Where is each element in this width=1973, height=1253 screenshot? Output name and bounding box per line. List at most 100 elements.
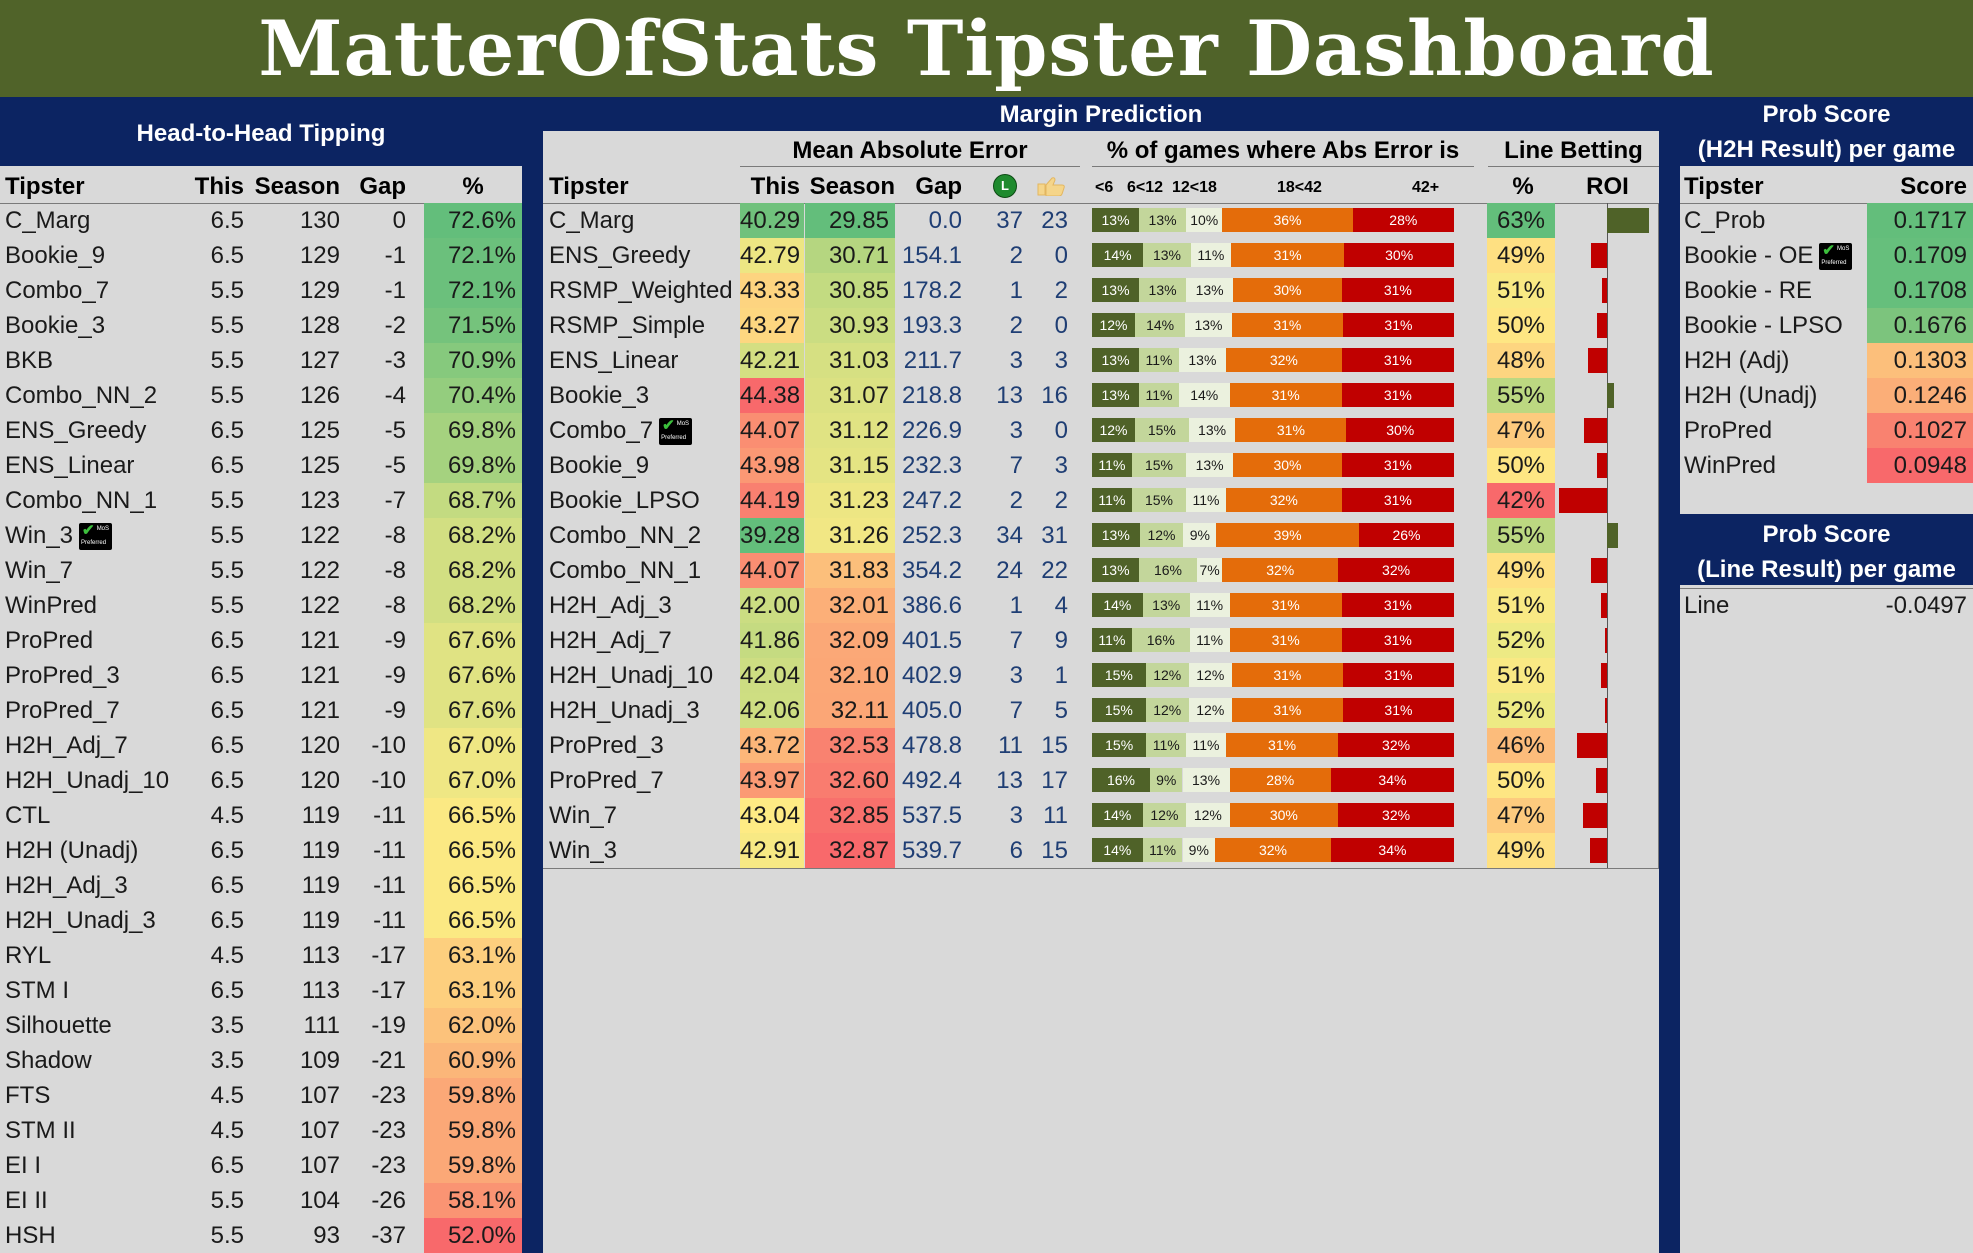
bucket-18-42-segment: 32% [1215,838,1331,862]
table-row: ProPred_7 6.5 121 -9 67.6% [0,693,522,728]
bucket-18-42-segment: 39% [1216,523,1359,547]
season-value: 120 [299,767,340,794]
pct-value: 67.6% [424,658,522,693]
tipster-name-text: Combo_7 [5,277,110,304]
first-count-value: 2 [1009,242,1023,269]
season-value: 107 [299,1117,340,1144]
table-row: RSMP_Simple 43.27 30.93 193.3 2 0 12% 14% 13% 31%… [543,308,1659,343]
tipster-name-text: H2H (Adj) [1684,347,1790,374]
line-pct-value: 51% [1487,658,1555,693]
bucket-6-12-segment: 15% [1131,488,1187,512]
table-row: Combo_7 ✔ MoS Preferred 44.07 31.12 226.9 3 0 12%… [543,413,1659,448]
abs-error-bar: 15% 12% 12% 31% 31% [1092,658,1454,693]
line-pct-value: 51% [1487,273,1555,308]
mae-group-underline [740,166,1080,167]
mae-gap-value: 354.2 [901,557,962,584]
mae-season-value: 32.53 [805,728,895,763]
h2h-header-gap: Gap [359,173,406,200]
gap-value: -5 [384,452,406,479]
table-row: Win_7 43.04 32.85 537.5 3 11 14% 12% 12% 30% 32% 47… [543,798,1659,833]
tipster-name: RSMP_Simple [549,308,739,343]
score-value: 0.1717 [1867,203,1973,238]
bucket-18-42-segment: 31% [1231,663,1343,687]
second-count-value: 0 [1054,417,1068,444]
second-count-value: 9 [1054,627,1068,654]
score-value: 0.1027 [1867,413,1973,448]
tipster-name: HSH [5,1218,175,1253]
tipster-name: BKB [5,343,175,378]
gap-value: -17 [371,977,406,1004]
gap-value: -11 [373,872,406,899]
bucket-42plus-segment: 30% [1346,418,1454,442]
tipster-name: Bookie - RE [1684,273,1864,308]
this-round-value: 4.5 [210,802,244,829]
table-row: HSH 5.5 93 -37 52.0% [0,1218,522,1253]
mae-this-value: 43.04 [740,798,804,833]
tipster-name: RYL [5,938,175,973]
tipster-name-text: ProPred_3 [549,732,664,759]
second-count-value: 3 [1054,347,1068,374]
mae-this-value: 43.33 [740,273,804,308]
table-row: Win_3 ✔ MoS Preferred 5.5 122 -8 68.2% [0,518,522,553]
abs-error-bar: 16% 9% 13% 28% 34% [1092,763,1454,798]
this-round-value: 5.5 [210,347,244,374]
tipster-name-text: ENS_Linear [5,452,135,479]
bucket-12-18-segment: 11% [1190,243,1231,267]
bucket-18-42-segment: 31% [1235,418,1347,442]
bucket-lt6-segment: 12% [1092,418,1135,442]
tipster-name: H2H (Unadj) [1684,378,1864,413]
tipster-name-text: Bookie_9 [549,452,650,479]
margin-header-gap: Gap [915,173,962,200]
mae-season-value: 31.26 [805,518,895,553]
second-count-value: 15 [1041,732,1068,759]
mae-season-value: 30.85 [805,273,895,308]
tipster-name-text: ProPred [1684,417,1773,444]
table-row: ENS_Greedy 6.5 125 -5 69.8% [0,413,522,448]
tipster-name-text: STM II [5,1117,76,1144]
bucket-42plus-segment: 31% [1341,453,1454,477]
first-count-value: 24 [996,557,1023,584]
tipster-name: ProPred_3 [5,658,175,693]
table-row: RSMP_Weighted 43.33 30.85 178.2 1 2 13% 13% 13% 3… [543,273,1659,308]
first-count-value: 3 [1009,662,1023,689]
abs-error-bar: 13% 11% 13% 32% 31% [1092,343,1454,378]
table-row: WinPred 5.5 122 -8 68.2% [0,588,522,623]
gap-value: -9 [384,697,406,724]
season-value: 122 [299,592,340,619]
this-round-value: 6.5 [210,767,244,794]
table-row: H2H_Unadj_10 6.5 120 -10 67.0% [0,763,522,798]
first-count-value: 7 [1009,452,1023,479]
pct-value: 59.8% [424,1148,522,1183]
table-row: ENS_Linear 6.5 125 -5 69.8% [0,448,522,483]
bucket-18-42-segment: 31% [1231,313,1343,337]
bucket-lt6-segment: 14% [1092,593,1143,617]
bucket-12-18-segment: 14% [1178,383,1230,407]
this-round-value: 6.5 [210,837,244,864]
gap-value: -10 [371,732,406,759]
tipster-name: ProPred_7 [549,763,739,798]
table-row: C_Marg 40.29 29.85 0.0 37 23 13% 13% 10% 36% 28% 63… [543,203,1659,238]
pct-value: 71.5% [424,308,522,343]
season-value: 119 [301,802,340,829]
bucket-42plus-segment: 32% [1338,558,1454,582]
first-count-value: 37 [996,207,1023,234]
bucket-6-12-segment: 16% [1139,558,1197,582]
this-round-value: 6.5 [210,627,244,654]
season-value: 127 [299,347,340,374]
table-row: Bookie - OE ✔ MoS Preferred 0.1709 [1680,238,1973,273]
table-row: Combo_NN_1 44.07 31.83 354.2 24 22 13% 16% 7% 32%… [543,553,1659,588]
mae-season-value: 29.85 [805,203,895,238]
roi-bar [1590,838,1607,863]
table-row: Bookie - RE 0.1708 [1680,273,1973,308]
tipster-name-text: Bookie_3 [549,382,650,409]
tipster-name-text: Win_3 [5,522,74,549]
bucket-lt6-segment: 15% [1092,698,1146,722]
bucket-18-42-segment: 31% [1231,698,1343,722]
bucket-6-12-segment: 9% [1149,768,1183,792]
abs-error-bar: 13% 16% 7% 32% 32% [1092,553,1454,588]
mae-this-value: 44.07 [740,553,804,588]
bucket-18-42-segment: 31% [1229,383,1342,407]
table-row: H2H_Unadj_3 42.06 32.11 405.0 7 5 15% 12% 12% 31%… [543,693,1659,728]
tipster-name: C_Prob [1684,203,1864,238]
tipster-name-text: ProPred_7 [5,697,120,724]
